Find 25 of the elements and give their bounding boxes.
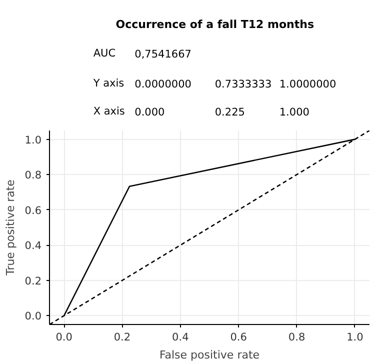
text: Y axis (92, 78, 124, 90)
text: 0,7541667 (134, 48, 192, 60)
y-tick-label: 0.4 (24, 240, 42, 252)
text: 1.000 (279, 106, 310, 118)
x-tick-label: 0.8 (288, 332, 306, 344)
text: AUC (93, 48, 116, 60)
text: 0.7333333 (214, 78, 272, 90)
text: 1.0000000 (279, 78, 336, 90)
chart-title: Occurrence of a fall T12 months (116, 18, 314, 31)
x-tick-label: 1.0 (346, 332, 364, 344)
x-tick-label: 0.4 (172, 332, 190, 344)
x-tick-label: 0.2 (114, 332, 131, 344)
text: X axis (93, 106, 125, 118)
y-tick-label: 0.2 (24, 275, 42, 288)
x-tick-label: 0.6 (230, 332, 248, 344)
y-tick-label: 0.8 (24, 170, 42, 182)
text: 0.0000000 (134, 78, 192, 90)
text: 0.000 (134, 106, 165, 118)
y-tick-label: 0.6 (24, 204, 42, 217)
text: 0.225 (214, 106, 245, 118)
y-tick-label: 0.0 (24, 310, 42, 323)
x-tick-label: 0.0 (56, 332, 72, 344)
x-axis-title: False positive rate (159, 348, 260, 362)
y-tick-label: 1.0 (24, 134, 42, 146)
y-axis-title: True positive rate (4, 179, 17, 276)
